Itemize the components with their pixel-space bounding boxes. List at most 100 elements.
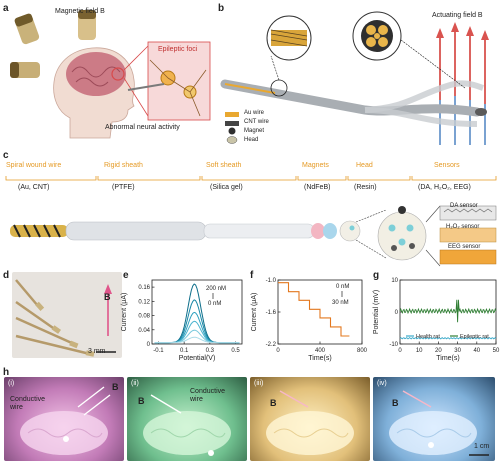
brain-photo-iv [373, 377, 495, 461]
x-tick-label: 40 [473, 348, 480, 354]
y-axis-label: Current (μA) [251, 293, 258, 332]
section-material-magnets: (NdFeB) [304, 184, 331, 191]
section-material-wire: (Au, CNT) [18, 184, 50, 191]
section-title-magnets: Magnets [302, 162, 329, 169]
brain-photo-ii [127, 377, 247, 461]
abnormal-activity-label: Abnormal neural activity [105, 124, 180, 131]
photo-ii-roman: (ii) [131, 380, 139, 387]
panel-d-b-label: B [104, 292, 111, 302]
legend-cnt-wire: CNT wire [244, 119, 269, 125]
magnet-blue [323, 223, 337, 239]
eeg-trace-0 [399, 336, 497, 340]
panel-e-label: e [123, 270, 129, 281]
photo-i-roman: (i) [8, 380, 15, 387]
section-material-rigid: (PTFE) [112, 184, 135, 191]
brain-photo-iii [250, 377, 370, 461]
y-tick-label: 0 [395, 310, 399, 316]
legend-bottom: 30 nM [332, 300, 349, 306]
au-wire-swatch [225, 112, 239, 117]
y-tick-label: -2.2 [266, 342, 277, 348]
x-tick-label: 0 [398, 348, 402, 354]
x-axis-label: Time(s) [308, 355, 331, 362]
legend-top: 200 nM [206, 286, 226, 292]
panel-g-label: g [373, 270, 380, 281]
section-title-wire: Spiral wound wire [6, 162, 62, 169]
brain-icon [66, 52, 126, 96]
legend-head: Head [244, 137, 259, 143]
y-tick-label: 0.08 [138, 314, 150, 320]
photo-iv-b: B [392, 398, 399, 408]
magnetic-field-label: Magnetic field B [55, 8, 105, 15]
section-material-soft: (Silica gel) [210, 184, 243, 191]
y-axis-label: Current (μA) [121, 293, 128, 332]
y-tick-label: -1.0 [266, 278, 277, 284]
y-tick-label: 0 [147, 342, 151, 348]
x-tick-label: 800 [357, 348, 368, 354]
x-tick-label: 30 [454, 348, 461, 354]
y-tick-label: -1.6 [266, 310, 277, 316]
plot-frame [151, 279, 243, 345]
da-sensor-layer [439, 205, 497, 221]
da-sensor-label: DA sensor [450, 203, 478, 209]
amperometry-trace [278, 282, 350, 337]
photo-iii-roman: (iii) [254, 380, 264, 387]
head-zoom [377, 211, 427, 261]
x-tick-label: -0.1 [153, 348, 164, 354]
head-icon [475, 108, 487, 116]
section-title-sensors: Sensors [434, 162, 460, 169]
section-material-sensors: (DA, H₂O₂, EEG) [418, 184, 471, 191]
catheter-cross-diagram [5, 176, 497, 267]
magnet-pink [311, 223, 325, 239]
dpv-curve-3 [154, 320, 240, 344]
magnet-icon [10, 62, 40, 78]
y-axis-label: Potential (mV) [373, 290, 380, 334]
panel-b-label: b [218, 3, 225, 14]
legend-magnet: Magnet [244, 128, 265, 134]
chart-f: 0 400 800 -1.0 -1.6 -2.2 Time(s) Current (μA) 0 … [251, 278, 368, 362]
legend-health: Health rat [416, 334, 440, 340]
x-tick-label: 0 [276, 348, 280, 354]
photo-iv-roman: (iv) [377, 380, 387, 387]
section-material-head: (Resin) [354, 184, 377, 191]
legend-bottom: 0 nM [208, 301, 221, 307]
panel-d-label: d [3, 270, 10, 281]
section-title-soft: Soft sheath [206, 162, 242, 169]
epileptic-foci-label: Epileptic foci [158, 46, 198, 53]
panel-b-illustration [220, 11, 489, 145]
magnet-swatch [228, 127, 236, 135]
panel-h-scale: 1 cm [474, 443, 490, 450]
head-tip [339, 220, 361, 242]
x-tick-label: 50 [493, 348, 500, 354]
x-tick-label: 400 [315, 348, 326, 354]
h2o2-sensor-layer [439, 227, 497, 243]
photo-i-b: B [112, 382, 119, 392]
legend-au-wire: Au wire [244, 110, 265, 116]
legend-top: 0 nM [336, 284, 349, 290]
head-swatch [226, 136, 238, 144]
panel-d-photo [12, 272, 122, 358]
dpv-curve-1 [154, 299, 240, 344]
section-title-head: Head [356, 162, 373, 169]
eeg-trace-1 [399, 299, 497, 323]
dpv-curve-0 [154, 283, 240, 344]
y-tick-label: 0.12 [138, 299, 150, 305]
x-axis-label: Time(s) [436, 355, 459, 362]
y-tick-label: 0.16 [138, 285, 150, 291]
eeg-sensor-label: EEG sensor [448, 244, 481, 250]
rigid-sheath [65, 221, 207, 241]
photo-i-note: Conductive wire [10, 396, 46, 411]
panel-c-label: c [3, 150, 9, 161]
x-tick-label: 0.5 [231, 348, 240, 354]
brain-photo-i [4, 377, 124, 461]
x-tick-label: 0.1 [180, 348, 189, 354]
dpv-curve-5 [154, 336, 240, 344]
magnet-icon [78, 10, 96, 40]
panel-a-illustration [10, 10, 211, 139]
x-tick-label: 10 [416, 348, 423, 354]
y-tick-label: 0.04 [138, 328, 150, 334]
foci-marker [111, 67, 125, 81]
soft-sheath [203, 223, 315, 239]
y-tick-label: -10 [389, 342, 398, 348]
dpv-curve-4 [154, 329, 240, 344]
photo-iii-b: B [270, 398, 277, 408]
